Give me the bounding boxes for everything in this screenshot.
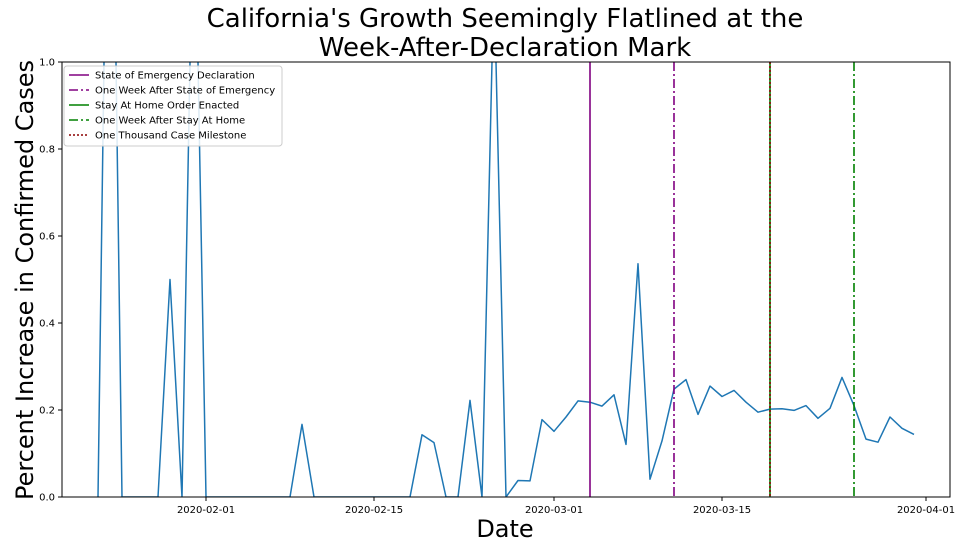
y-tick-label: 0.4 [39, 319, 55, 330]
chart-title-line-1: California's Growth Seemingly Flatlined … [207, 4, 804, 34]
legend-label: One Week After Stay At Home [95, 116, 245, 127]
legend: State of Emergency Declaration One Week A… [63, 65, 283, 147]
legend-label: One Week After State of Emergency [95, 86, 275, 97]
y-axis-label: Percent Increase in Confirmed Cases [11, 60, 39, 500]
x-tick-label: 2020-02-01 [177, 505, 235, 516]
series-line [97, 62, 915, 497]
data-series [97, 62, 915, 497]
y-tick-label: 0.0 [39, 493, 55, 504]
chart-title-line-2: Week-After-Declaration Mark [319, 33, 691, 63]
y-tick-label: 1.0 [39, 58, 55, 69]
x-axis-label: Date [476, 515, 533, 543]
y-tick-label: 0.2 [39, 406, 55, 417]
y-tick-label: 0.8 [39, 145, 55, 156]
legend-label: One Thousand Case Milestone [95, 131, 246, 142]
x-axis-ticks: 2020-02-01 2020-02-15 2020-03-01 2020-03-15… [177, 497, 955, 516]
x-tick-label: 2020-02-15 [345, 505, 403, 516]
legend-label: State of Emergency Declaration [95, 71, 255, 82]
reference-lines [589, 62, 855, 497]
plot-area-frame [61, 61, 951, 498]
y-tick-label: 0.6 [39, 232, 55, 243]
legend-label: Stay At Home Order Enacted [95, 101, 239, 112]
legend-box [63, 65, 283, 147]
x-tick-label: 2020-03-15 [693, 505, 751, 516]
x-tick-label: 2020-04-01 [897, 505, 955, 516]
x-tick-label: 2020-03-01 [525, 505, 583, 516]
y-axis-ticks: 0.0 0.2 0.4 0.6 0.8 1.0 [39, 58, 62, 504]
